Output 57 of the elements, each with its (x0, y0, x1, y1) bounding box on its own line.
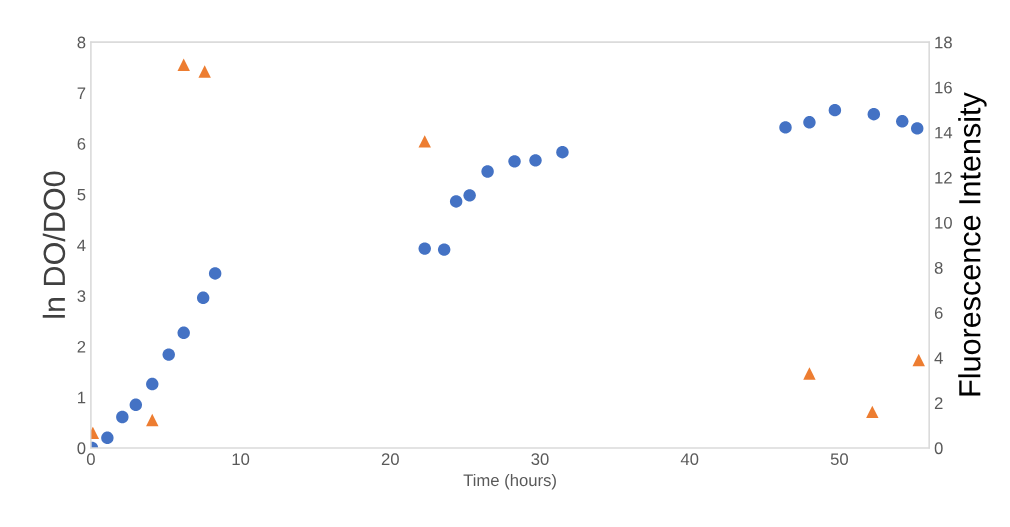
y2-tick-label: 10 (935, 216, 952, 229)
y2-tick-label: 12 (935, 171, 952, 184)
y-tick-label: 1 (78, 391, 86, 404)
y-axis-title: ln DO/DO0 (42, 171, 66, 318)
y-tick-label: 4 (77, 239, 86, 252)
point (803, 367, 816, 380)
point (177, 58, 190, 71)
y-tick-label: 3 (77, 290, 86, 302)
x-tick-label: 30 (531, 453, 549, 466)
y-tick-label: 5 (77, 188, 86, 201)
x-tick-label: 20 (381, 453, 399, 466)
point (896, 115, 909, 128)
y-tick-label: 2 (77, 340, 86, 353)
y-tick-label: 8 (77, 36, 86, 49)
y-tick-label: 6 (77, 138, 86, 150)
y2-tick-label: 16 (935, 81, 952, 94)
x-tick-label: 10 (232, 453, 250, 466)
y2-tick-label: 4 (934, 352, 943, 364)
y2-tick-label: 18 (935, 36, 952, 49)
x-axis-title: Time (hours) (463, 473, 556, 490)
point (556, 146, 569, 159)
y2-axis-title: Fluorescence Intensity (958, 92, 987, 396)
y2-tick-label: 2 (934, 397, 943, 409)
point (196, 291, 210, 305)
point (177, 326, 190, 340)
point (129, 398, 143, 412)
point (198, 65, 211, 78)
point (911, 122, 924, 135)
y-tick-label: 7 (77, 87, 86, 99)
point (912, 353, 925, 367)
x-tick-label: 50 (830, 453, 848, 466)
point (418, 135, 431, 148)
point (828, 103, 842, 117)
point (508, 155, 521, 168)
x-tick-label: 40 (680, 453, 699, 466)
y2-tick-label: 0 (934, 442, 943, 455)
point (208, 267, 222, 280)
point (803, 116, 816, 129)
y-tick-label: 0 (77, 442, 86, 455)
y2-tick-label: 14 (935, 126, 953, 139)
point (779, 121, 792, 134)
point (418, 242, 431, 255)
y2-tick-label: 8 (934, 262, 943, 274)
point (449, 195, 463, 208)
point (463, 189, 476, 202)
point (437, 243, 451, 256)
point (101, 431, 114, 445)
point (529, 154, 542, 167)
point (116, 410, 129, 424)
point (146, 413, 159, 427)
y2-tick-label: 6 (934, 307, 943, 319)
point (146, 377, 159, 391)
point (162, 348, 175, 361)
x-tick-label: 0 (86, 453, 95, 466)
point (481, 165, 494, 178)
point (866, 405, 879, 419)
point (867, 107, 881, 121)
